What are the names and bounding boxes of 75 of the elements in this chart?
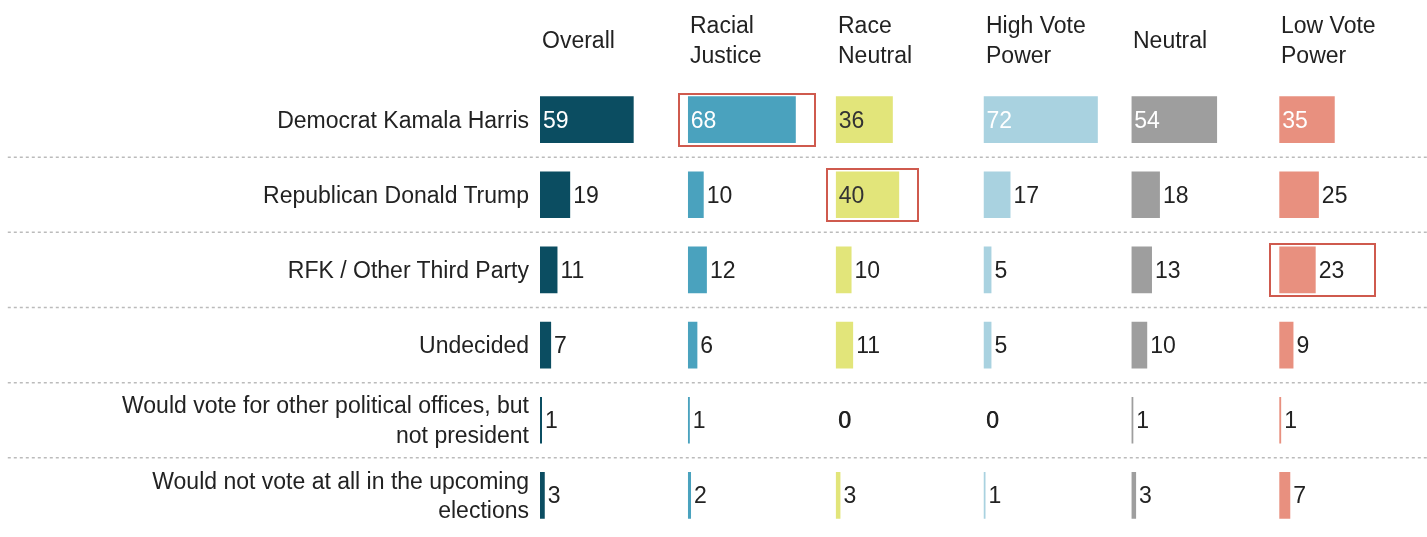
data-label: 72	[986, 106, 1013, 133]
data-label: 40	[838, 181, 865, 208]
data-label: 1	[988, 482, 1002, 509]
data-label: 10	[1150, 332, 1176, 359]
y-tick-label: Undecided	[419, 332, 529, 359]
data-label: 35	[1282, 106, 1308, 133]
data-label: 59	[543, 106, 569, 133]
bar	[1279, 321, 1294, 369]
bar	[687, 246, 707, 294]
data-label: 2	[694, 482, 707, 509]
chart-title: Neutral	[1133, 27, 1208, 53]
bar	[1131, 246, 1152, 294]
data-label: 11	[560, 256, 585, 283]
data-label: 3	[547, 482, 561, 509]
bar	[687, 171, 704, 219]
bar	[835, 246, 852, 294]
data-label: 0	[986, 407, 999, 433]
bar	[687, 472, 692, 519]
bar	[1131, 171, 1160, 219]
y-tick-label: Democrat Kamala Harris	[277, 106, 529, 133]
y-tick-label: Would not vote at all in the upcoming elections	[152, 467, 529, 524]
chart-title: Race Neutral	[838, 12, 913, 68]
data-label: 3	[843, 482, 857, 509]
bar	[983, 96, 1098, 143]
bar	[1279, 171, 1319, 219]
bar	[1279, 472, 1291, 519]
bar	[540, 246, 558, 294]
bar	[1279, 96, 1335, 143]
data-label: 12	[709, 256, 736, 283]
data-label: 3	[1139, 482, 1152, 509]
data-label: 18	[1162, 181, 1189, 208]
bar	[687, 321, 698, 369]
data-label: 0	[838, 407, 851, 433]
bar	[540, 472, 545, 519]
data-label: 23	[1318, 256, 1345, 283]
data-label: 54	[1134, 106, 1161, 133]
bar	[540, 321, 552, 369]
chart-title: High Vote Power	[986, 12, 1086, 68]
data-label: 11	[856, 332, 881, 359]
chart-title: Overall	[542, 27, 615, 53]
data-label: 25	[1321, 181, 1348, 208]
bar	[687, 396, 690, 444]
y-tick-label: RFK / Other Third Party	[287, 256, 530, 283]
data-label: 10	[854, 256, 881, 283]
data-label: 1	[1284, 407, 1297, 434]
data-label: 7	[554, 332, 567, 359]
data-label: 1	[1136, 407, 1150, 434]
chart-title: Low Vote Power	[1281, 12, 1376, 68]
bar	[1131, 96, 1218, 143]
data-label: 68	[690, 106, 717, 133]
bar	[1131, 321, 1148, 369]
data-label: 19	[573, 181, 599, 208]
bar	[835, 171, 900, 219]
bar	[835, 96, 893, 143]
data-label: 1	[545, 407, 558, 434]
bar	[983, 171, 1011, 219]
data-label: 5	[994, 256, 1008, 283]
bar	[983, 472, 986, 519]
bar	[835, 321, 854, 369]
data-label: 5	[994, 332, 1008, 359]
data-label: 13	[1154, 256, 1181, 283]
y-tick-label: Republican Donald Trump	[263, 181, 529, 208]
data-label: 1	[692, 407, 706, 434]
bar	[1279, 246, 1316, 294]
data-label: 10	[706, 181, 733, 208]
bar	[540, 96, 634, 143]
data-label: 7	[1293, 482, 1307, 509]
data-label: 17	[1013, 181, 1040, 208]
data-label: 36	[838, 106, 865, 133]
data-label: 9	[1296, 332, 1310, 359]
y-tick-label: Would vote for other political offices, but not president	[122, 392, 530, 449]
data-label: 6	[700, 332, 714, 359]
bar	[540, 171, 571, 219]
chart-title: Racial Justice	[690, 12, 762, 68]
bar	[687, 96, 796, 143]
